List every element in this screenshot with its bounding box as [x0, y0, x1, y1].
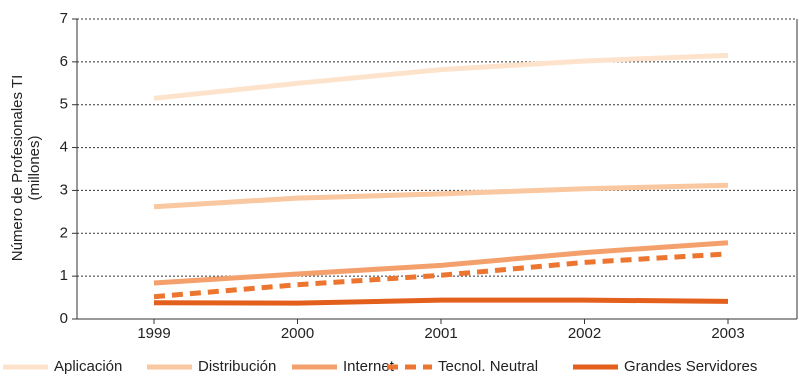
series-line-aplicación — [153, 52, 729, 101]
y-tick-label: 3 — [60, 181, 68, 198]
x-tick-label: 2003 — [711, 325, 744, 342]
x-tick-label: 2000 — [281, 325, 314, 342]
legend: Aplicación Distribución Internet Tecnol. Ne… — [3, 358, 757, 375]
series-lines — [153, 52, 729, 306]
legend-item: Internet — [292, 358, 395, 375]
legend-label: Grandes Servidores — [624, 358, 757, 375]
axes — [72, 18, 798, 324]
y-axis-subtitle: (millones) — [26, 135, 43, 200]
y-tick-label: 4 — [60, 139, 68, 156]
x-tick-label: 1999 — [137, 325, 170, 342]
y-tick-label: 1 — [60, 267, 68, 284]
legend-label: Internet — [343, 358, 395, 375]
y-tick-label: 5 — [60, 96, 68, 113]
legend-item: Aplicación — [3, 358, 122, 375]
x-tick-labels: 1999 2000 2001 2002 2003 — [137, 325, 744, 342]
y-tick-label: 0 — [60, 310, 68, 327]
y-axis-title-group: Número de Profesionales TI (millones) — [9, 75, 43, 261]
legend-item: Distribución — [147, 358, 276, 375]
gridlines — [77, 18, 797, 277]
y-tick-label: 6 — [60, 53, 68, 70]
series-line-tecnol-neutral — [153, 251, 729, 300]
y-tick-label: 2 — [60, 224, 68, 241]
series-line-internet — [153, 240, 729, 286]
series-line-distribución — [153, 182, 729, 210]
legend-item: Grandes Servidores — [573, 358, 757, 375]
y-tick-label: 7 — [60, 10, 68, 27]
legend-label: Tecnol. Neutral — [438, 358, 538, 375]
y-axis-title: Número de Profesionales TI — [9, 75, 26, 261]
y-tick-labels: 0 1 2 3 4 5 6 7 — [60, 10, 68, 327]
series-line-grandes-servidores — [153, 297, 729, 306]
legend-label: Distribución — [198, 358, 276, 375]
x-tick-label: 2001 — [424, 325, 457, 342]
legend-label: Aplicación — [54, 358, 122, 375]
legend-item: Tecnol. Neutral — [387, 358, 538, 375]
x-tick-label: 2002 — [568, 325, 601, 342]
